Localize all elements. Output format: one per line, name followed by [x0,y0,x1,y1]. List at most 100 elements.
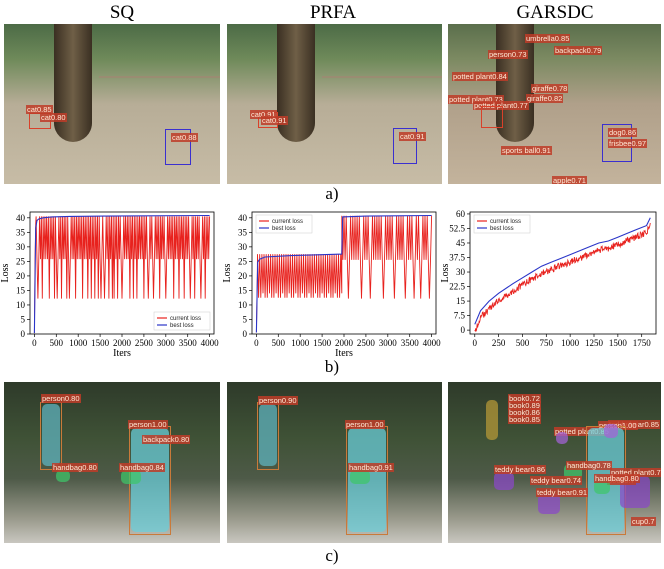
detection-label: cat0.91 [261,116,288,125]
row-c-garsdc-image: book0.72 book0.89 book0.86 book0.85 tedd… [448,382,661,543]
legend-label: current loss [170,316,201,322]
detection-label: person1.00 [598,421,638,430]
x-tick-label: 0 [254,338,259,348]
detection-box [481,106,503,128]
person-mask [259,404,277,466]
column-title-garsdc: GARSDC [516,2,594,23]
y-tick-label: 5 [243,314,248,324]
y-tick-label: 25 [238,256,248,266]
y-tick-label: 30 [16,242,26,252]
detection-label: potted plant0.73 [448,95,504,104]
y-tick-label: 25 [16,256,26,266]
caption-c: c) [325,546,339,565]
row-a-garsdc-image: umbrella0.85 backpack0.79 person0.73 pot… [448,24,661,184]
person-mask [42,404,60,466]
fence [322,76,442,78]
x-tick-label: 2000 [113,338,132,348]
x-tick-label: 1750 [633,338,652,348]
series-best-loss [474,217,651,325]
chart-prfa-svg: 0 500 1000 1500 2000 2500 3000 3500 4000 0 5 10 15 20… [222,211,442,359]
detection-label: handbag0.91 [348,463,394,472]
y-tick-label: 20 [16,271,26,281]
teddy-bear-mask [494,472,514,490]
legend-box [255,214,313,234]
x-tick-label: 1500 [609,338,628,348]
detection-label: cat0.88 [171,133,198,142]
x-tick-label: 1250 [585,338,604,348]
x-tick-label: 1500 [313,338,332,348]
detection-label: potted plant0.85 [554,427,610,436]
detection-label: sports ball0.91 [501,146,552,155]
tree-trunk [54,24,92,142]
y-tick-label: 0 [243,329,248,339]
y-tick-label: 0 [461,325,466,335]
row-a-sq-image: cat0.85 cat0.80 cat0.88 [4,24,220,184]
row-a-prfa-image: cat0.91 cat0.91 cat0.91 [227,24,442,184]
teddy-bear-mask [604,424,618,438]
y-tick-label: 15 [456,296,466,306]
handbag-mask [594,480,610,494]
y-tick-label: 37.5 [449,253,465,263]
x-tick-label: 4000 [201,338,220,348]
detection-label: person0.80 [41,394,81,403]
x-axis-label: Iters [335,348,353,359]
y-tick-label: 40 [16,213,26,223]
x-tick-label: 500 [50,338,64,348]
detection-label: dog0.86 [608,128,638,137]
x-axis-label: Iters [113,348,131,359]
series-current-loss [33,216,211,334]
caption-a: a) [325,184,339,203]
y-axis-label: Loss [440,263,451,282]
y-axis-label: Loss [0,263,11,282]
detection-label: person0.90 [258,396,298,405]
series-best-loss [33,214,210,334]
y-axis-label: Loss [222,263,233,282]
y-tick-label: 7.5 [454,311,466,321]
detection-label: handbag0.84 [119,463,165,472]
caption-b: b) [324,357,340,376]
detection-label: apple0.71 [552,176,587,184]
plot-frame [469,211,657,335]
detection-label: backpack0.79 [554,46,603,55]
x-tick-label: 0 [473,338,478,348]
y-tick-label: 30 [456,267,466,277]
x-tick-label: 1000 [291,338,310,348]
y-tick-label: 35 [238,227,248,237]
detection-label: person0.73 [488,50,528,59]
y-tick-label: 15 [238,285,248,295]
detection-label: giraffe0.78 [531,84,569,93]
detection-label: potted plant0.7 [610,468,661,477]
x-tick-label: 1000 [69,338,88,348]
legend-label: best loss [170,323,194,329]
y-tick-label: 10 [16,300,26,310]
y-tick-label: 52.5 [449,223,465,233]
teddy-bear-mask [556,432,568,444]
detection-box [40,402,62,470]
x-tick-label: 4000 [423,338,442,348]
chart-garsdc: 0 250 500 750 1000 1250 1500 1750 0 7.5 15 22.5 30 37… [440,204,664,356]
detection-label: cat0.80 [40,113,67,122]
detection-label: cat0.91 [399,132,426,141]
x-tick-label: 500 [516,338,530,348]
x-tick-label: 250 [492,338,506,348]
handbag-mask [121,470,141,484]
detection-label: cup0.7 [631,517,656,526]
detection-label: book0.85 [508,415,541,424]
handbag-mask [350,470,370,484]
y-tick-label: 20 [238,271,248,281]
legend-label: current loss [272,219,303,225]
person-figure [486,400,498,440]
y-tick-label: 45 [456,238,466,248]
detection-label: teddy bear0.91 [536,488,589,497]
detection-label: teddy bear0.86 [494,465,547,474]
detection-label: handbag0.78 [566,461,612,470]
x-tick-label: 1500 [91,338,110,348]
x-tick-label: 0 [32,338,37,348]
detection-label: handbag0.80 [52,463,98,472]
detection-label: giraffe0.82 [526,94,564,103]
y-tick-label: 0 [21,329,26,339]
detection-box [165,129,191,165]
y-tick-label: 35 [16,227,26,237]
detection-box [257,402,279,470]
x-tick-label: 2000 [335,338,354,348]
